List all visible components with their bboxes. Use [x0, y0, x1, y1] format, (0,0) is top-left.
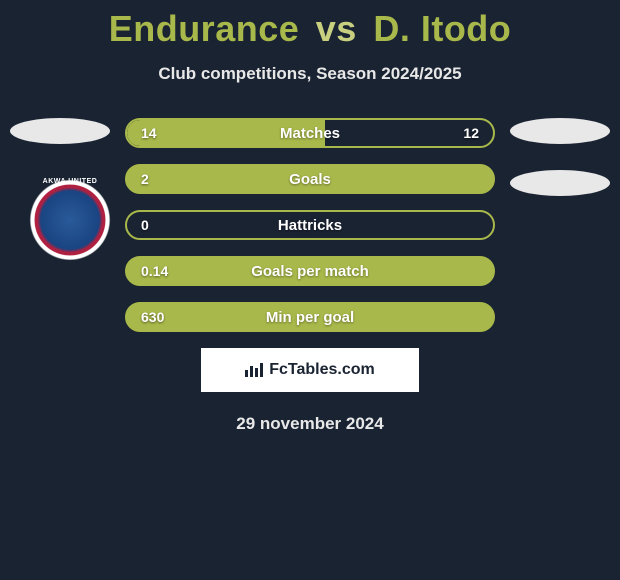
stat-left-value: 0.14: [141, 263, 168, 279]
stat-left-value: 2: [141, 171, 149, 187]
player1-name: Endurance: [109, 8, 300, 49]
left-placeholder-column: [10, 118, 110, 170]
stat-rows: 14 Matches 12 2 Goals 0 Hattricks 0.14 Goals per…: [125, 118, 495, 332]
stat-row: 0 Hattricks: [125, 210, 495, 240]
stat-right-value: 12: [463, 125, 479, 141]
placeholder-oval: [10, 118, 110, 144]
date-line: 29 november 2024: [0, 414, 620, 434]
stat-row: 0.14 Goals per match: [125, 256, 495, 286]
page-title: Endurance vs D. Itodo: [0, 0, 620, 50]
stat-left-value: 14: [141, 125, 157, 141]
stat-left-value: 0: [141, 217, 149, 233]
team-badge: AKWA UNITED: [24, 174, 116, 266]
placeholder-oval: [510, 118, 610, 144]
stat-row: 14 Matches 12: [125, 118, 495, 148]
brand-text: FcTables.com: [269, 361, 375, 379]
badge-text: AKWA UNITED: [43, 178, 98, 185]
player2-name: D. Itodo: [373, 8, 511, 49]
stat-label: Matches: [280, 125, 340, 142]
content-area: AKWA UNITED 14Matches122Goals0Hattricks0…: [0, 118, 620, 434]
stat-label: Min per goal: [266, 309, 354, 326]
stat-label: Hattricks: [278, 217, 342, 234]
stat-label: Goals: [289, 171, 331, 188]
vs-text: vs: [316, 8, 357, 49]
placeholder-oval: [510, 170, 610, 196]
brand-box: FcTables.com: [201, 348, 419, 392]
stat-row: 2 Goals: [125, 164, 495, 194]
subtitle: Club competitions, Season 2024/2025: [0, 64, 620, 84]
chart-icon: [245, 363, 263, 377]
right-placeholder-column: [510, 118, 610, 222]
stat-row: 630 Min per goal: [125, 302, 495, 332]
stat-left-value: 630: [141, 309, 164, 325]
stat-label: Goals per match: [251, 263, 369, 280]
